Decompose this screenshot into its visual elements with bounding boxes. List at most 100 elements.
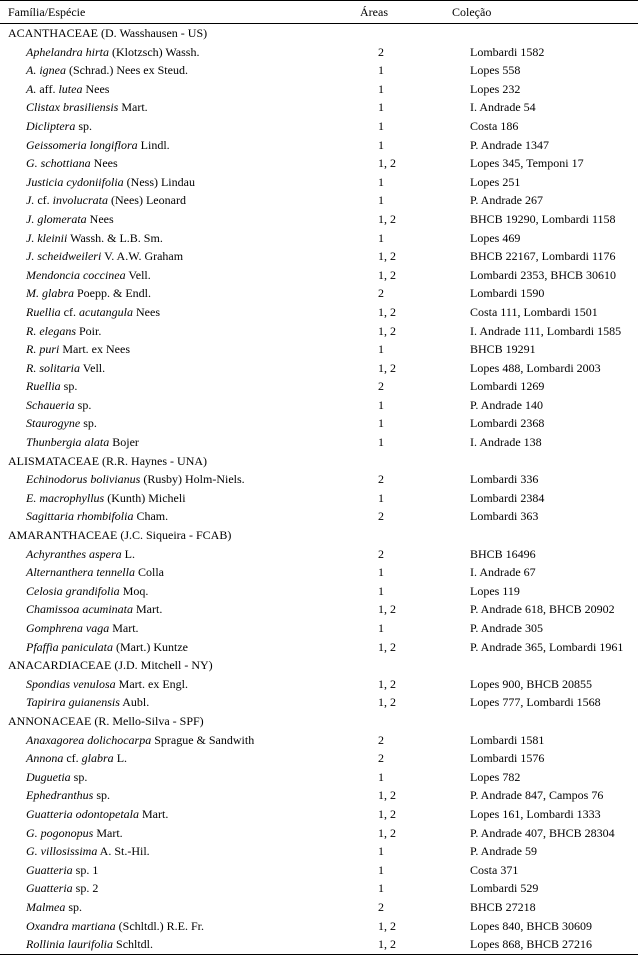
species-collection: BHCB 19290, Lombardi 1158 xyxy=(470,210,634,229)
species-row: R. elegans Poir.1, 2I. Andrade 111, Lomb… xyxy=(0,322,638,341)
species-row: Guatteria odontopetala Mart.1, 2Lopes 16… xyxy=(0,805,638,824)
species-name: J. scheidweileri V. A.W. Graham xyxy=(4,247,378,266)
species-row: Gomphrena vaga Mart.1P. Andrade 305 xyxy=(0,619,638,638)
species-area: 1, 2 xyxy=(378,359,470,378)
species-row: A. aff. lutea Nees1Lopes 232 xyxy=(0,80,638,99)
species-collection: P. Andrade 365, Lombardi 1961 xyxy=(470,638,634,657)
species-name: Echinodorus bolivianus (Rusby) Holm-Niel… xyxy=(4,470,378,489)
species-name: R. solitaria Vell. xyxy=(4,359,378,378)
species-collection: Lopes 232 xyxy=(470,80,634,99)
species-area: 1 xyxy=(378,98,470,117)
species-area: 1 xyxy=(378,136,470,155)
species-name: Schaueria sp. xyxy=(4,396,378,415)
species-area: 1, 2 xyxy=(378,303,470,322)
species-area: 1 xyxy=(378,396,470,415)
species-row: M. glabra Poepp. & Endl.2Lombardi 1590 xyxy=(0,284,638,303)
species-collection: Lopes 119 xyxy=(470,582,634,601)
species-collection: Lopes 900, BHCB 20855 xyxy=(470,675,634,694)
species-row: Annona cf. glabra L.2Lombardi 1576 xyxy=(0,749,638,768)
species-area: 2 xyxy=(378,507,470,526)
species-name: A. aff. lutea Nees xyxy=(4,80,378,99)
species-name: Justicia cydoniifolia (Ness) Lindau xyxy=(4,173,378,192)
species-collection: BHCB 27218 xyxy=(470,898,634,917)
species-row: Anaxagorea dolichocarpa Sprague & Sandwi… xyxy=(0,731,638,750)
species-area: 1 xyxy=(378,582,470,601)
species-row: Achyranthes aspera L.2BHCB 16496 xyxy=(0,545,638,564)
species-area: 1 xyxy=(378,61,470,80)
species-collection: BHCB 16496 xyxy=(470,545,634,564)
species-collection: Lombardi 1576 xyxy=(470,749,634,768)
species-area: 1 xyxy=(378,229,470,248)
species-row: Spondias venulosa Mart. ex Engl.1, 2Lope… xyxy=(0,675,638,694)
species-row: E. macrophyllus (Kunth) Micheli1Lombardi… xyxy=(0,489,638,508)
species-area: 2 xyxy=(378,731,470,750)
species-collection: Lombardi 336 xyxy=(470,470,634,489)
species-collection: P. Andrade 140 xyxy=(470,396,634,415)
species-row: Malmea sp.2BHCB 27218 xyxy=(0,898,638,917)
table-body: ACANTHACEAE (D. Wasshausen - US)Apheland… xyxy=(0,24,638,954)
species-name: Oxandra martiana (Schltdl.) R.E. Fr. xyxy=(4,917,378,936)
species-collection: Lombardi 2384 xyxy=(470,489,634,508)
species-row: J. cf. involucrata (Nees) Leonard1P. And… xyxy=(0,191,638,210)
species-name: Achyranthes aspera L. xyxy=(4,545,378,564)
species-collection: BHCB 22167, Lombardi 1176 xyxy=(470,247,634,266)
family-heading: ANNONACEAE (R. Mello-Silva - SPF) xyxy=(4,712,360,731)
species-area: 2 xyxy=(378,377,470,396)
species-name: Gomphrena vaga Mart. xyxy=(4,619,378,638)
species-name: Rollinia laurifolia Schltdl. xyxy=(4,935,378,954)
header-name: Família/Espécie xyxy=(4,3,360,22)
species-area: 1 xyxy=(378,117,470,136)
species-collection: Lombardi 1269 xyxy=(470,377,634,396)
header-collection: Coleção xyxy=(452,3,634,22)
species-area: 1, 2 xyxy=(378,805,470,824)
species-area: 1, 2 xyxy=(378,786,470,805)
species-area: 1, 2 xyxy=(378,675,470,694)
species-row: G. villosissima A. St.-Hil.1P. Andrade 5… xyxy=(0,842,638,861)
species-row: Ephedranthus sp.1, 2P. Andrade 847, Camp… xyxy=(0,786,638,805)
species-row: Rollinia laurifolia Schltdl.1, 2Lopes 86… xyxy=(0,935,638,954)
species-name: Malmea sp. xyxy=(4,898,378,917)
family-heading: ALISMATACEAE (R.R. Haynes - UNA) xyxy=(4,452,360,471)
species-area: 1 xyxy=(378,80,470,99)
species-area: 2 xyxy=(378,43,470,62)
species-row: Ruellia cf. acutangula Nees1, 2Costa 111… xyxy=(0,303,638,322)
species-collection: P. Andrade 267 xyxy=(470,191,634,210)
species-collection: Lopes 558 xyxy=(470,61,634,80)
species-collection: Costa 186 xyxy=(470,117,634,136)
family-row: ACANTHACEAE (D. Wasshausen - US) xyxy=(0,24,638,43)
species-name: Ruellia cf. acutangula Nees xyxy=(4,303,378,322)
species-collection: Lopes 868, BHCB 27216 xyxy=(470,935,634,954)
species-name: Sagittaria rhombifolia Cham. xyxy=(4,507,378,526)
species-collection: P. Andrade 407, BHCB 28304 xyxy=(470,824,634,843)
species-row: Pfaffia paniculata (Mart.) Kuntze1, 2P. … xyxy=(0,638,638,657)
table-header-row: Família/Espécie Áreas Coleção xyxy=(0,0,638,24)
species-name: Duguetia sp. xyxy=(4,768,378,787)
species-row: Alternanthera tennella Colla1I. Andrade … xyxy=(0,563,638,582)
species-row: J. glomerata Nees1, 2BHCB 19290, Lombard… xyxy=(0,210,638,229)
species-area: 1, 2 xyxy=(378,154,470,173)
species-collection: Lombardi 2368 xyxy=(470,414,634,433)
species-name: Annona cf. glabra L. xyxy=(4,749,378,768)
species-name: Spondias venulosa Mart. ex Engl. xyxy=(4,675,378,694)
species-row: G. schottiana Nees1, 2Lopes 345, Temponi… xyxy=(0,154,638,173)
family-heading: ANACARDIACEAE (J.D. Mitchell - NY) xyxy=(4,656,360,675)
species-table: Família/Espécie Áreas Coleção ACANTHACEA… xyxy=(0,0,638,955)
species-area: 1, 2 xyxy=(378,693,470,712)
species-area: 2 xyxy=(378,284,470,303)
species-row: Tapirira guianensis Aubl.1, 2Lopes 777, … xyxy=(0,693,638,712)
species-name: Mendoncia coccinea Vell. xyxy=(4,266,378,285)
species-area: 1 xyxy=(378,433,470,452)
species-collection: Lombardi 2353, BHCB 30610 xyxy=(470,266,634,285)
species-collection: I. Andrade 138 xyxy=(470,433,634,452)
species-name: G. villosissima A. St.-Hil. xyxy=(4,842,378,861)
header-area: Áreas xyxy=(360,3,452,22)
species-name: Anaxagorea dolichocarpa Sprague & Sandwi… xyxy=(4,731,378,750)
family-row: ALISMATACEAE (R.R. Haynes - UNA) xyxy=(0,452,638,471)
species-name: Guatteria sp. 2 xyxy=(4,879,378,898)
species-row: A. ignea (Schrad.) Nees ex Steud.1Lopes … xyxy=(0,61,638,80)
species-name: Tapirira guianensis Aubl. xyxy=(4,693,378,712)
species-area: 2 xyxy=(378,545,470,564)
species-collection: Lopes 840, BHCB 30609 xyxy=(470,917,634,936)
family-row: AMARANTHACEAE (J.C. Siqueira - FCAB) xyxy=(0,526,638,545)
species-collection: I. Andrade 54 xyxy=(470,98,634,117)
